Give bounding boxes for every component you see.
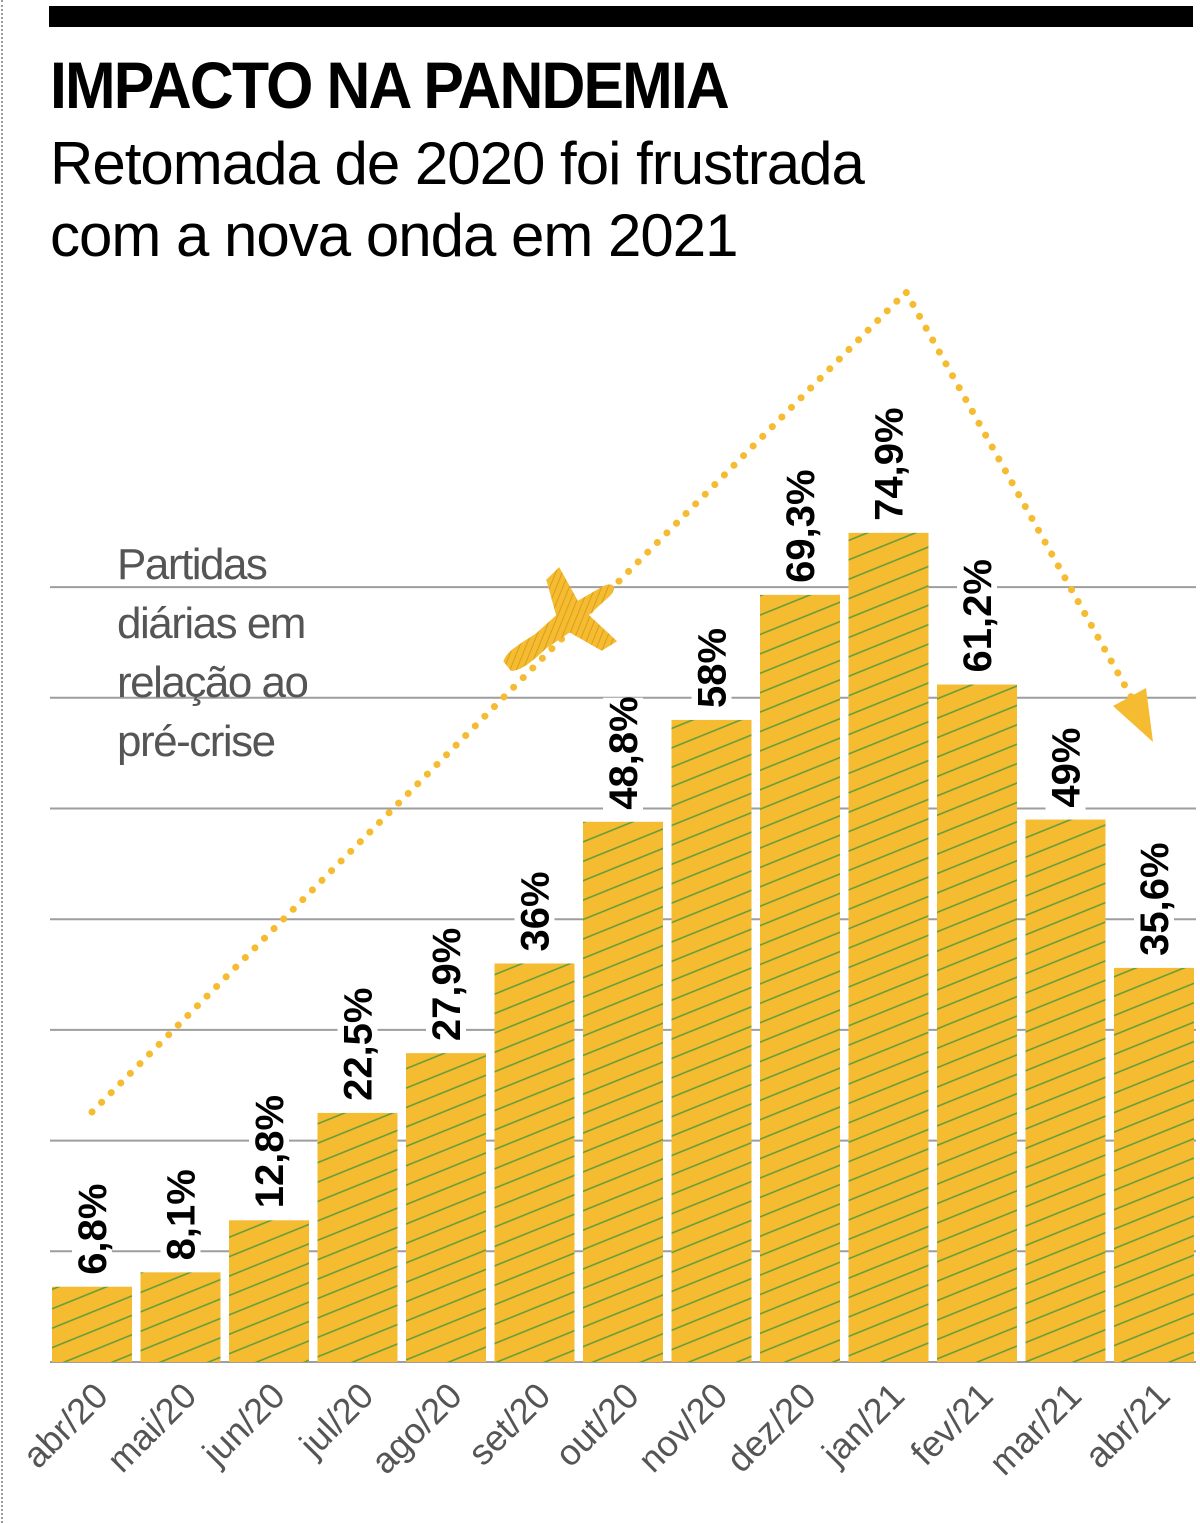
chart-subtitle: Retomada de 2020 foi frustrada com a nov… — [50, 128, 865, 272]
value-label: 74,9% — [868, 407, 912, 523]
svg-text:74,9%: 74,9% — [868, 407, 912, 520]
bar-jan-21 — [848, 532, 929, 1362]
airplane-icon — [503, 567, 618, 671]
svg-text:nov/20: nov/20 — [630, 1375, 735, 1480]
x-axis-label: out/20 — [547, 1375, 647, 1475]
x-axis-label: abr/20 — [14, 1375, 115, 1476]
svg-text:22,5%: 22,5% — [337, 988, 381, 1101]
arrowhead-icon — [1113, 688, 1153, 742]
x-axis-label: nov/20 — [630, 1375, 735, 1480]
page-left-border — [1, 0, 3, 1523]
svg-text:jun/20: jun/20 — [194, 1375, 293, 1474]
trend-line — [88, 286, 1153, 1116]
value-label: 35,6% — [1133, 842, 1177, 958]
value-label: 69,3% — [779, 469, 823, 585]
subtitle-line-2: com a nova onda em 2021 — [50, 202, 738, 269]
bar-abr-20 — [52, 1286, 132, 1362]
x-axis-label: ago/20 — [363, 1375, 470, 1482]
x-axis-labels: abr/20mai/20jun/20jul/20ago/20set/20out/… — [14, 1375, 1177, 1483]
value-label: 58% — [691, 628, 735, 710]
bar-abr-21 — [1114, 967, 1194, 1362]
value-label: 61,2% — [956, 559, 1000, 675]
x-axis-label: mar/21 — [981, 1375, 1089, 1483]
bar-out-20 — [583, 821, 663, 1362]
svg-text:abr/21: abr/21 — [1076, 1375, 1177, 1476]
bar-set-20 — [494, 963, 575, 1362]
svg-text:58%: 58% — [691, 628, 735, 708]
bar-mar-21 — [1025, 819, 1106, 1362]
svg-text:8,1%: 8,1% — [160, 1169, 204, 1260]
value-label: 8,1% — [160, 1169, 204, 1263]
svg-text:dez/20: dez/20 — [718, 1375, 823, 1480]
svg-text:ago/20: ago/20 — [363, 1375, 470, 1482]
value-labels: 6,8% 8,1% 12,8% 22,5% 27,9% 36% 48,8% 58% 69,3% 7… — [71, 407, 1177, 1277]
value-label: 22,5% — [337, 988, 381, 1103]
value-label: 12,8% — [248, 1095, 292, 1211]
bar-dez-20 — [760, 594, 840, 1362]
x-axis-label: jan/21 — [813, 1375, 912, 1474]
x-axis-label: dez/20 — [718, 1375, 823, 1480]
bar-nov-20 — [671, 719, 752, 1362]
bars — [52, 532, 1194, 1362]
bar-jun-20 — [229, 1220, 309, 1362]
bar-jul-20 — [317, 1112, 398, 1362]
legend-line-1: Partidas — [117, 540, 268, 589]
svg-text:6,8%: 6,8% — [71, 1184, 115, 1275]
value-label: 36% — [514, 871, 558, 954]
x-axis-label: jun/20 — [194, 1375, 293, 1474]
subtitle-line-1: Retomada de 2020 foi frustrada — [50, 130, 865, 197]
svg-text:49%: 49% — [1045, 728, 1089, 808]
svg-text:jan/21: jan/21 — [813, 1375, 912, 1474]
svg-text:out/20: out/20 — [547, 1375, 647, 1475]
svg-text:set/20: set/20 — [460, 1375, 558, 1473]
svg-text:36%: 36% — [514, 871, 558, 951]
svg-text:48,8%: 48,8% — [602, 696, 646, 809]
svg-text:61,2%: 61,2% — [956, 559, 1000, 672]
svg-text:35,6%: 35,6% — [1133, 842, 1177, 955]
svg-text:abr/20: abr/20 — [14, 1375, 115, 1476]
legend-line-2: diárias em — [117, 599, 306, 648]
x-axis-label: mai/20 — [99, 1375, 204, 1480]
legend-line-3: relação ao — [117, 658, 309, 707]
value-label: 49% — [1045, 728, 1089, 810]
trend-dotted-line — [88, 286, 1138, 1116]
svg-text:69,3%: 69,3% — [779, 469, 823, 582]
bar-ago-20 — [406, 1053, 486, 1362]
svg-text:12,8%: 12,8% — [248, 1095, 292, 1208]
x-axis-label: set/20 — [460, 1375, 558, 1473]
chart-title: IMPACTO NA PANDEMIA — [50, 48, 730, 122]
x-axis-label: abr/21 — [1076, 1375, 1177, 1476]
svg-text:mar/21: mar/21 — [981, 1375, 1089, 1483]
svg-text:27,9%: 27,9% — [425, 928, 469, 1041]
header-rule — [49, 6, 1193, 27]
value-label: 48,8% — [602, 696, 646, 812]
value-label: 27,9% — [425, 928, 469, 1044]
svg-text:mai/20: mai/20 — [99, 1375, 204, 1480]
value-label: 6,8% — [71, 1184, 115, 1277]
bar-fev-21 — [937, 684, 1017, 1362]
chart-legend: Partidas diárias em relação ao pré-crise — [117, 535, 309, 771]
bar-mai-20 — [140, 1272, 221, 1362]
legend-line-4: pré-crise — [117, 717, 276, 766]
